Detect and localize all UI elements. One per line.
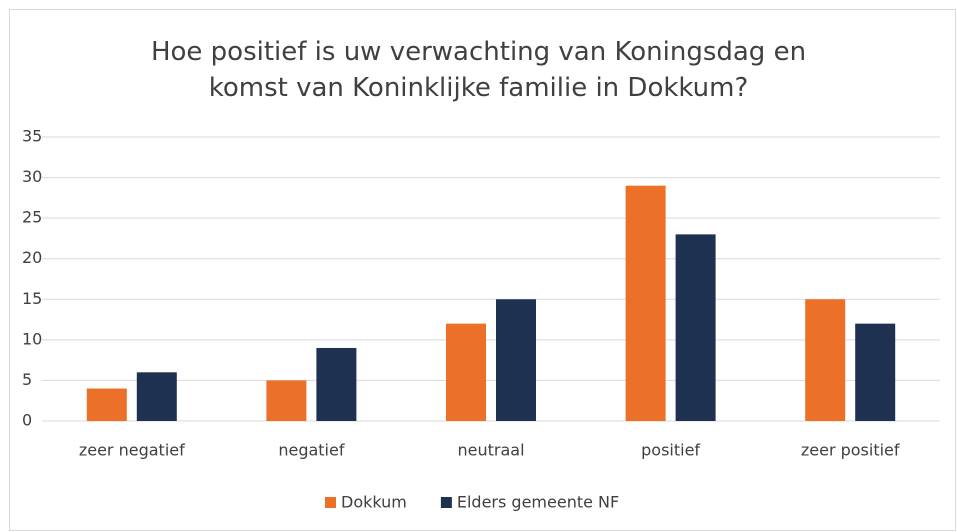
bar <box>675 234 716 421</box>
x-tick-label: neutraal <box>457 441 524 460</box>
bar <box>316 347 357 421</box>
y-tick-label: 35 <box>22 127 42 146</box>
bar <box>136 372 177 421</box>
y-tick-label: 10 <box>22 329 42 348</box>
legend-label: Elders gemeente NF <box>457 493 619 512</box>
legend-swatch <box>325 497 336 508</box>
x-tick-label: zeer negatief <box>79 441 185 460</box>
bar <box>86 388 127 421</box>
legend-label: Dokkum <box>341 493 407 512</box>
bar <box>625 185 666 421</box>
y-tick-label: 5 <box>22 370 32 389</box>
bar <box>855 323 896 421</box>
y-tick-label: 0 <box>22 411 32 430</box>
chart-border <box>9 9 956 531</box>
chart-title: Hoe positief is uw verwachting van Konin… <box>150 37 807 103</box>
legend-swatch <box>440 497 452 508</box>
x-tick-label: negatief <box>278 441 345 460</box>
x-tick-label: zeer positief <box>801 441 900 460</box>
y-tick-label: 20 <box>22 248 42 267</box>
bar <box>805 299 846 421</box>
y-tick-label: 15 <box>22 289 42 308</box>
bar <box>446 323 486 421</box>
bar <box>266 380 307 421</box>
bar <box>496 299 536 421</box>
y-tick-label: 25 <box>22 208 42 227</box>
x-tick-label: positief <box>641 441 700 460</box>
y-tick-label: 30 <box>22 167 42 186</box>
